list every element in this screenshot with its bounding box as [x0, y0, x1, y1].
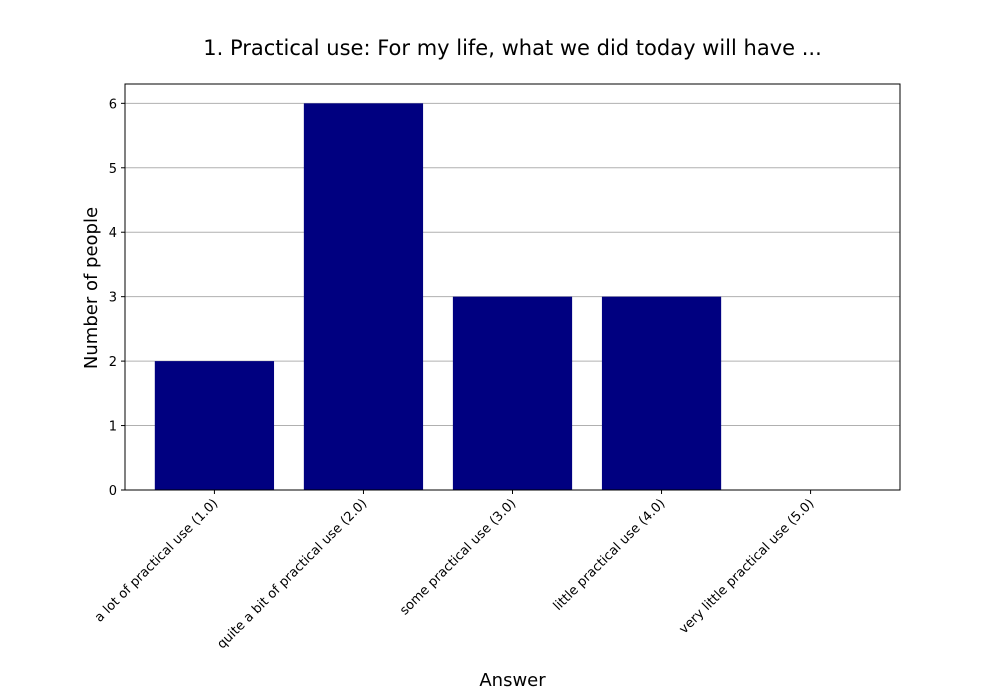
chart-title: 1. Practical use: For my life, what we d… [203, 36, 822, 60]
y-tick-label: 2 [109, 355, 117, 370]
x-tick-label: a lot of practical use (1.0) [92, 496, 221, 625]
bar [303, 103, 424, 490]
y-tick-label: 0 [109, 484, 117, 499]
x-tick-label: quite a bit of practical use (2.0) [214, 496, 370, 652]
bars [154, 103, 722, 490]
y-tick-label: 3 [109, 291, 117, 306]
y-tick-label: 1 [109, 420, 117, 435]
y-tick-label: 6 [109, 97, 117, 112]
y-tick-label: 5 [109, 162, 117, 177]
x-tick-label: very little practical use (5.0) [677, 496, 818, 637]
x-tick-label: some practical use (3.0) [397, 496, 519, 618]
bar [601, 296, 722, 490]
bar [452, 296, 573, 490]
x-axis-label: Answer [479, 670, 546, 691]
x-axis-ticks: a lot of practical use (1.0)quite a bit … [92, 490, 817, 652]
y-tick-label: 4 [109, 226, 117, 241]
bar [154, 361, 275, 490]
y-axis-ticks: 0 1 2 3 4 5 6 [109, 97, 125, 499]
x-tick-label: little practical use (4.0) [551, 496, 669, 614]
y-axis-label: Number of people [81, 207, 102, 369]
